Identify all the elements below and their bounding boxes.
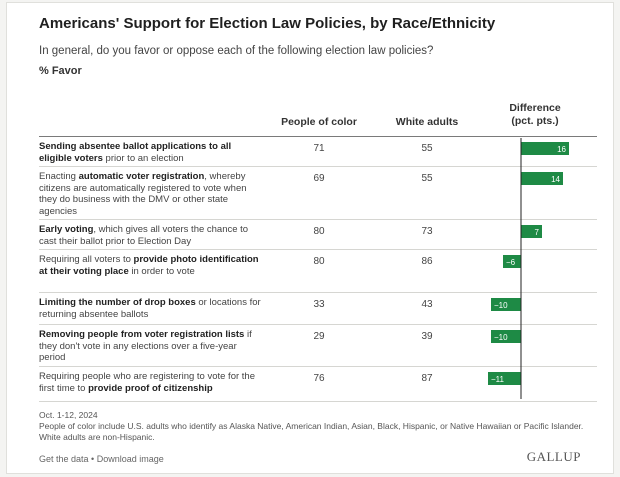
difference-bar — [503, 255, 521, 268]
policy-label: Enacting automatic voter registration, w… — [39, 171, 264, 217]
row-divider — [39, 324, 597, 325]
policy-label: Requiring all voters to provide photo id… — [39, 254, 264, 277]
column-header-white-adults: White adults — [395, 116, 459, 128]
difference-bar-label: 14 — [551, 175, 560, 184]
table-row: Removing people from voter registration … — [39, 324, 599, 366]
table-row: Requiring all voters to provide photo id… — [39, 249, 599, 292]
policy-label: Sending absentee ballot applications to … — [39, 141, 264, 164]
people-of-color-value: 80 — [313, 226, 325, 237]
footer-date: Oct. 1-12, 2024 — [39, 410, 98, 420]
difference-bar-label: 16 — [557, 145, 566, 154]
policy-label: Removing people from voter registration … — [39, 329, 264, 364]
policy-label-emphasis: Early voting — [39, 224, 94, 235]
difference-bar-chart: 16 14 7 −6 −10 −10 −11 — [488, 138, 569, 399]
policy-label-text: or locations for returning absentee ball… — [39, 297, 261, 320]
footer-note-white-adults: White adults are non-Hispanic. — [39, 432, 155, 442]
difference-bar-label: −6 — [506, 258, 516, 267]
unit-label: % Favor — [39, 65, 82, 77]
policy-label-emphasis: Sending absentee ballot applications to … — [39, 141, 232, 164]
difference-bar — [521, 225, 542, 238]
difference-header-line1: Difference — [509, 102, 561, 114]
people-of-color-value: 33 — [313, 299, 325, 310]
white-adults-value: 73 — [421, 226, 433, 237]
row-divider — [39, 166, 597, 167]
people-of-color-value: 76 — [313, 373, 325, 384]
footer-note-people-of-color: People of color include U.S. adults who … — [39, 421, 584, 431]
people-of-color-value: 80 — [313, 256, 325, 267]
column-header-people-of-color: People of color — [281, 116, 357, 128]
difference-bar — [521, 142, 569, 155]
column-header-difference: Difference (pct. pts.) — [495, 102, 575, 128]
table-row: Sending absentee ballot applications to … — [39, 136, 599, 166]
policy-label-text: , which gives all voters the chance to c… — [39, 224, 249, 247]
policy-label-text: prior to an election — [102, 152, 184, 164]
white-adults-value: 86 — [421, 256, 433, 267]
difference-header-line2: (pct. pts.) — [511, 115, 559, 127]
row-divider — [39, 249, 597, 250]
row-divider — [39, 366, 597, 367]
policy-label-emphasis: provide proof of citizenship — [88, 382, 213, 394]
policy-label-text: Enacting — [39, 171, 79, 182]
policy-label-emphasis: provide photo identification at their vo… — [39, 254, 259, 277]
footer-links: Get the data • Download image — [39, 454, 164, 464]
difference-bar — [521, 172, 563, 185]
policy-label-emphasis: automatic voter registration — [78, 171, 205, 182]
row-divider — [39, 401, 597, 402]
difference-bar — [488, 372, 521, 385]
difference-bar — [491, 298, 521, 311]
download-image-link[interactable]: Download image — [96, 454, 164, 464]
policy-label-text: in order to vote — [128, 265, 195, 277]
policy-label-text: if they don't vote in any elections over… — [39, 329, 252, 363]
white-adults-value: 87 — [421, 373, 433, 384]
header-rule — [39, 136, 597, 137]
table-row: Limiting the number of drop boxes or loc… — [39, 292, 599, 324]
link-separator: • — [88, 454, 97, 464]
white-adults-value: 39 — [421, 331, 433, 342]
people-of-color-value: 69 — [313, 173, 325, 184]
chart-card: Americans' Support for Election Law Poli… — [6, 2, 614, 474]
policy-label: Early voting, which gives all voters the… — [39, 224, 264, 247]
row-divider — [39, 292, 597, 293]
footer-note: People of color include U.S. adults who … — [39, 421, 599, 443]
table-row: Enacting automatic voter registration, w… — [39, 166, 599, 219]
table-row: Requiring people who are registering to … — [39, 366, 599, 401]
difference-bar-label: −11 — [491, 375, 505, 384]
people-of-color-value: 71 — [313, 143, 325, 154]
white-adults-value: 43 — [421, 299, 433, 310]
difference-bar — [491, 330, 521, 343]
table-row: Early voting, which gives all voters the… — [39, 219, 599, 249]
difference-bar-label: 7 — [535, 228, 540, 237]
get-data-link[interactable]: Get the data — [39, 454, 89, 464]
white-adults-value: 55 — [421, 143, 433, 154]
policy-label-text: , whereby citizens are automatically reg… — [39, 171, 247, 217]
policy-label-text: Requiring all voters to — [39, 254, 134, 265]
policy-label: Limiting the number of drop boxes or loc… — [39, 297, 264, 320]
white-adults-value: 55 — [421, 173, 433, 184]
policy-label-emphasis: Limiting the number of drop boxes — [39, 297, 196, 308]
chart-subtitle: In general, do you favor or oppose each … — [39, 45, 434, 57]
difference-bar-label: −10 — [494, 333, 508, 342]
policy-label-text: Requiring people who are registering to … — [39, 371, 255, 394]
difference-bar-label: −10 — [494, 301, 508, 310]
people-of-color-value: 29 — [313, 331, 325, 342]
chart-title: Americans' Support for Election Law Poli… — [39, 15, 496, 32]
policy-label-emphasis: Removing people from voter registration … — [39, 329, 245, 340]
policy-label: Requiring people who are registering to … — [39, 371, 264, 394]
gallup-logo: GALLUP — [526, 449, 581, 464]
row-divider — [39, 219, 597, 220]
